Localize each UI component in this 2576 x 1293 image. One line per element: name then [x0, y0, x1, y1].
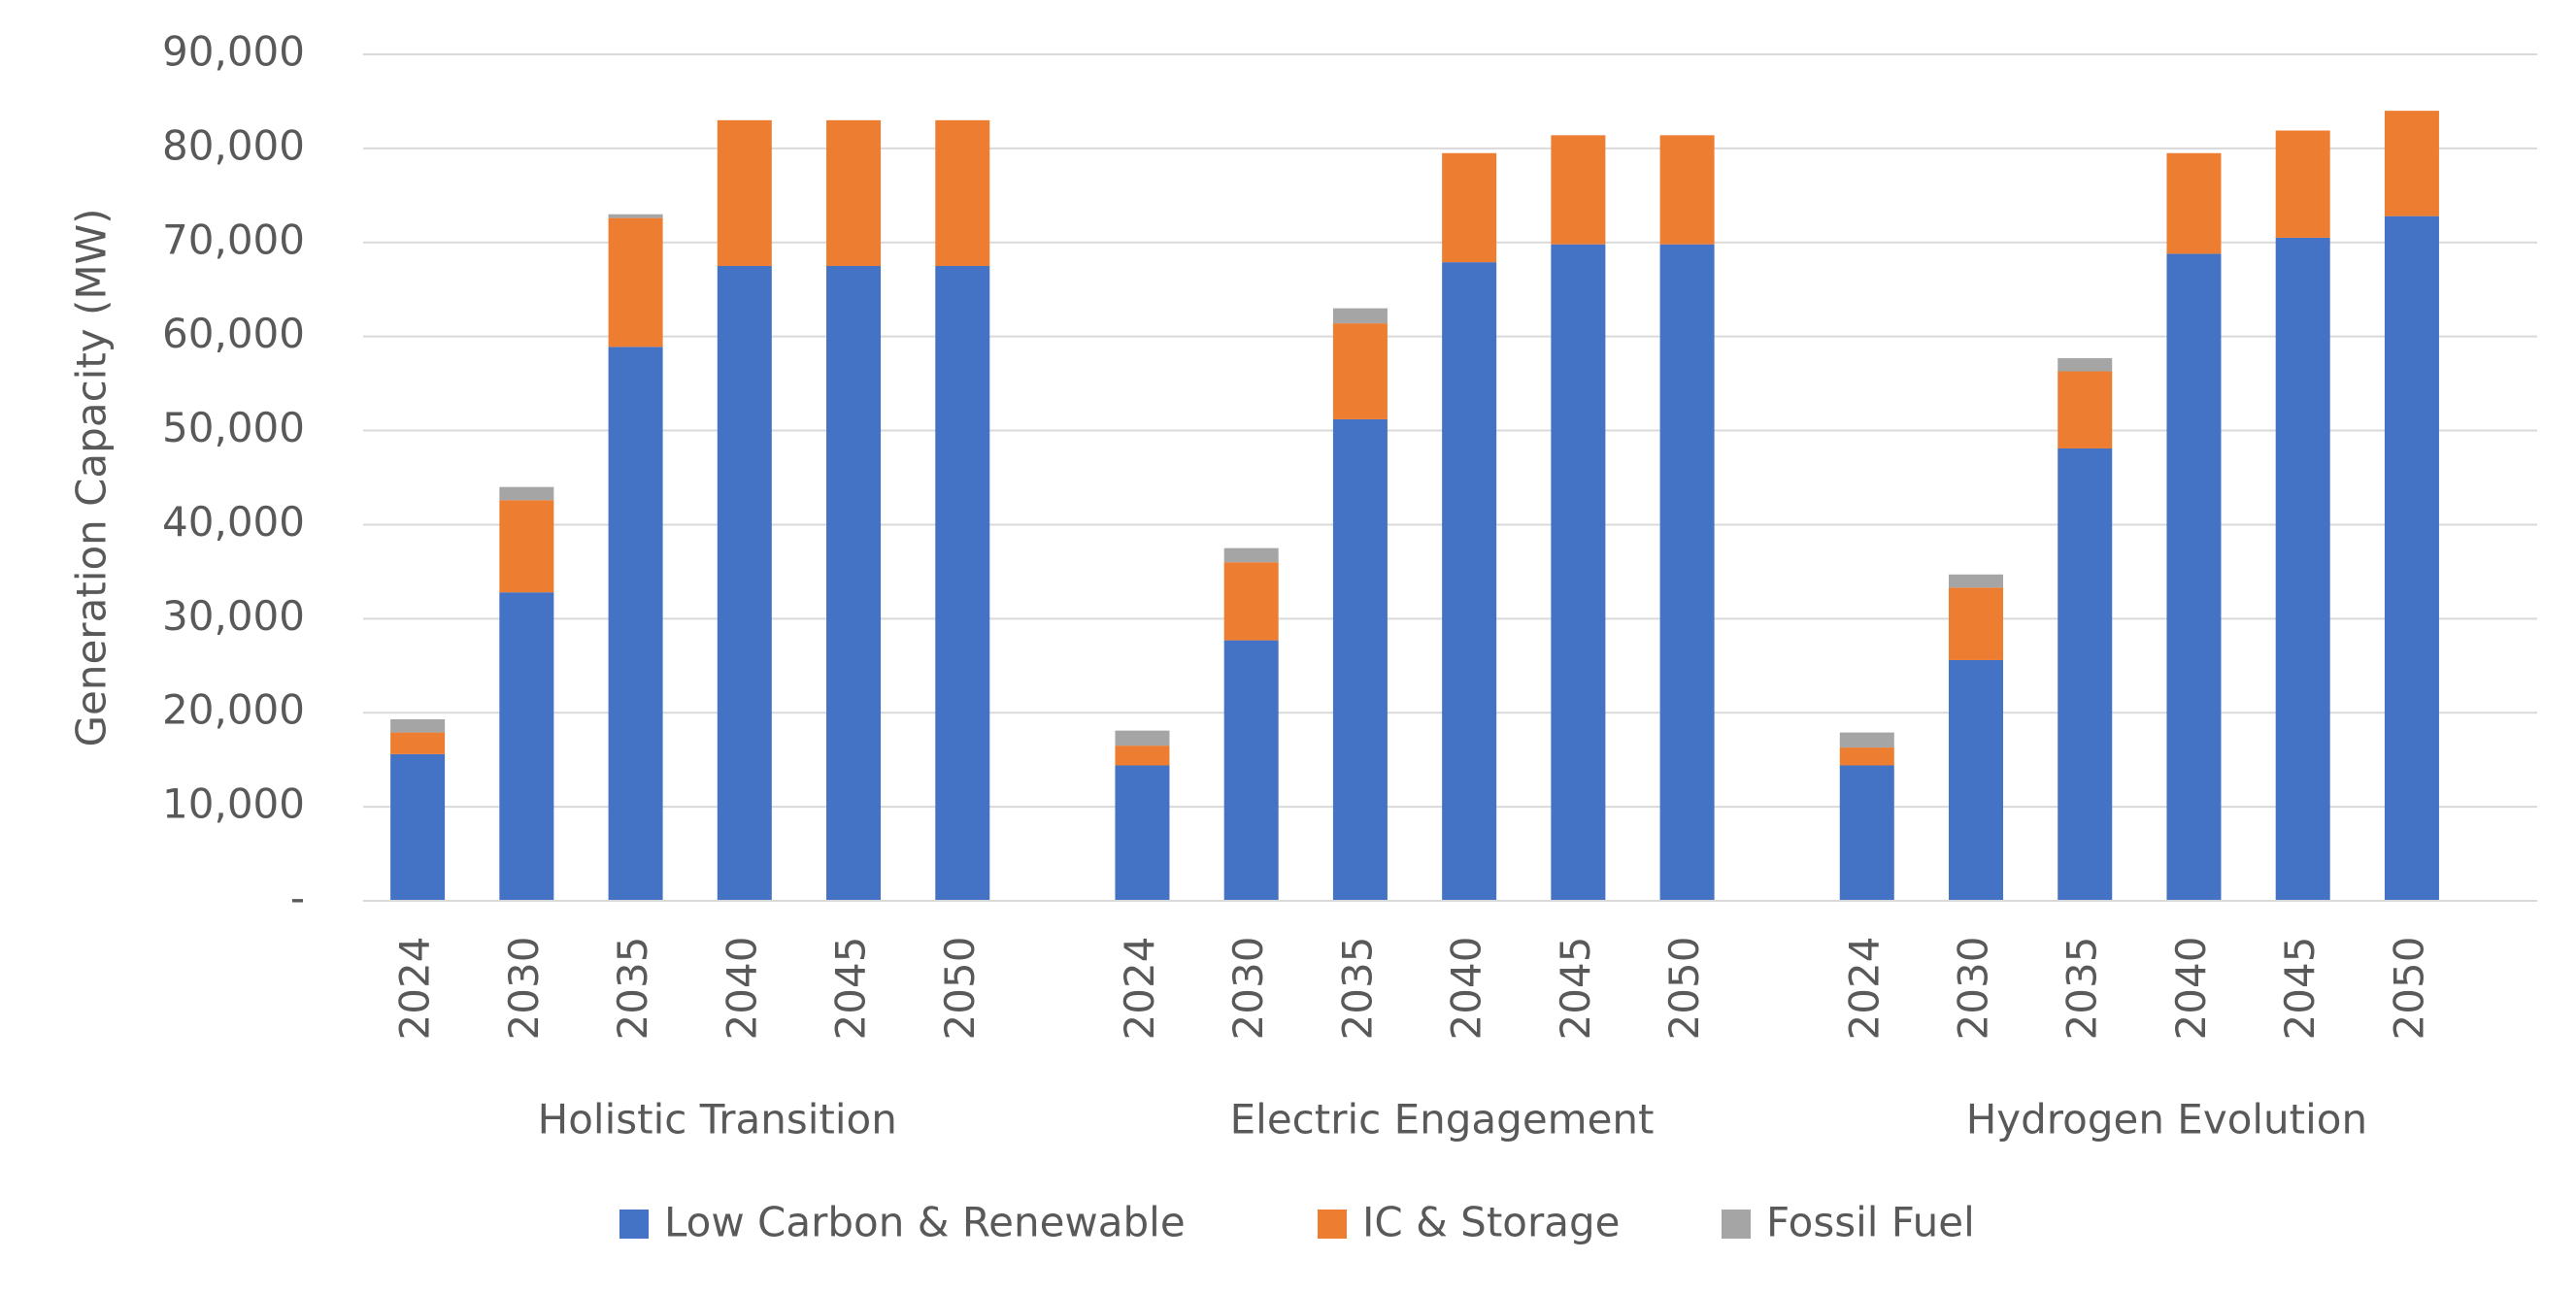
bar-segment — [717, 119, 772, 266]
legend-label: Low Carbon & Renewable — [664, 1199, 1186, 1246]
legend-label: IC & Storage — [1362, 1199, 1621, 1246]
bar-segment — [390, 753, 446, 901]
bar-segment — [1115, 746, 1170, 766]
bar-segment — [390, 732, 446, 754]
bar-segment — [1949, 587, 2004, 660]
bar-segment — [1551, 135, 1606, 245]
x-tick-label: 2040 — [1443, 937, 1490, 1041]
bar-segment — [608, 214, 663, 218]
x-tick-label: 2030 — [1950, 937, 1997, 1041]
x-tick-label: 2030 — [500, 937, 548, 1041]
bar-segment — [2275, 237, 2330, 901]
bar-segment — [826, 119, 882, 266]
x-tick-label: 2050 — [2385, 937, 2432, 1041]
bar-segment — [2384, 111, 2439, 216]
x-tick-label: 2024 — [391, 937, 439, 1041]
bar-segment — [1223, 640, 1279, 901]
x-tick-label: 2045 — [827, 937, 875, 1041]
y-tick-label: 60,000 — [162, 310, 305, 357]
x-tick-label: 2024 — [1840, 937, 1888, 1041]
bar-segment — [608, 347, 663, 901]
x-tick-label: 2050 — [936, 937, 984, 1041]
x-tick-label: 2040 — [718, 937, 765, 1041]
y-tick-label: 40,000 — [162, 498, 305, 546]
bar-segment — [2166, 152, 2222, 254]
bar-segment — [499, 592, 554, 901]
legend-label: Fossil Fuel — [1766, 1199, 1975, 1246]
bar-segment — [1659, 244, 1715, 901]
bar-segment — [1659, 135, 1715, 245]
bar-segment — [1442, 152, 1497, 263]
bar-segment — [2166, 253, 2222, 902]
bar-segment — [935, 119, 990, 266]
x-tick-label: 2030 — [1224, 937, 1272, 1041]
y-tick-label: 20,000 — [162, 686, 305, 734]
bar-segment — [1332, 418, 1388, 901]
y-tick-label: 10,000 — [162, 780, 305, 828]
x-tick-label: 2040 — [2167, 937, 2215, 1041]
x-tick-label: 2035 — [1333, 937, 1381, 1041]
x-tick-label: 2050 — [1660, 937, 1708, 1041]
bar-segment — [499, 486, 554, 501]
y-tick-label: 80,000 — [162, 121, 305, 169]
bar-segment — [935, 266, 990, 901]
bar-segment — [2057, 448, 2113, 901]
bar-segment — [1839, 765, 1894, 901]
bar-segment — [1949, 659, 2004, 901]
y-tick-label: 90,000 — [162, 28, 305, 76]
x-tick-label: 2035 — [2058, 937, 2106, 1041]
y-axis-title: Generation Capacity (MW) — [68, 208, 116, 746]
y-tick-label: - — [290, 875, 305, 922]
bar-segment — [1839, 732, 1894, 748]
y-tick-label: 50,000 — [162, 404, 305, 451]
bar-segment — [1223, 547, 1279, 563]
bar-segment — [826, 266, 882, 901]
bar-segment — [390, 719, 446, 733]
x-tick-label: 2035 — [609, 937, 656, 1041]
legend-swatch — [619, 1210, 649, 1239]
bar-segment — [2384, 216, 2439, 901]
bar-segment — [717, 266, 772, 901]
bar-segment — [1839, 747, 1894, 766]
legend-swatch — [1318, 1210, 1347, 1239]
bar-segment — [1223, 562, 1279, 641]
bar-segment — [1115, 730, 1170, 746]
x-tick-label: 2045 — [2276, 937, 2324, 1041]
bar-segment — [1442, 262, 1497, 901]
bar-segment — [1332, 323, 1388, 419]
bar-segment — [499, 500, 554, 593]
x-tick-label: 2024 — [1116, 937, 1163, 1041]
group-label: Holistic Transition — [538, 1096, 897, 1144]
bar-segment — [2057, 357, 2113, 372]
legend-swatch — [1722, 1210, 1751, 1239]
bar-segment — [1551, 244, 1606, 901]
group-label: Electric Engagement — [1230, 1096, 1655, 1144]
group-label: Hydrogen Evolution — [1966, 1096, 2367, 1144]
bar-segment — [1115, 765, 1170, 901]
y-tick-label: 70,000 — [162, 216, 305, 263]
bar-segment — [1949, 574, 2004, 588]
bar-segment — [2275, 130, 2330, 238]
bar-segment — [2057, 371, 2113, 448]
bar-segment — [1332, 308, 1388, 324]
x-tick-label: 2045 — [1552, 937, 1599, 1041]
bar-segment — [608, 217, 663, 348]
y-tick-label: 30,000 — [162, 592, 305, 640]
